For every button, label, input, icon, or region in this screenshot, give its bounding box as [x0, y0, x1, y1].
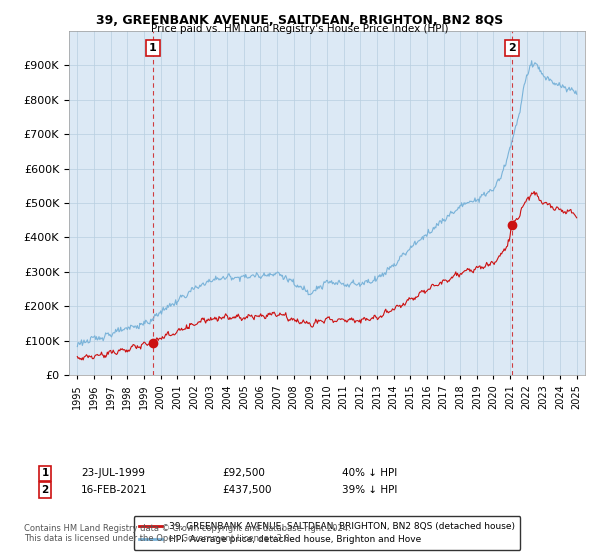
Text: Price paid vs. HM Land Registry's House Price Index (HPI): Price paid vs. HM Land Registry's House … — [151, 24, 449, 34]
Text: 16-FEB-2021: 16-FEB-2021 — [81, 485, 148, 495]
Text: 2: 2 — [508, 43, 516, 53]
Text: 1: 1 — [41, 468, 49, 478]
Text: Contains HM Land Registry data © Crown copyright and database right 2024.
This d: Contains HM Land Registry data © Crown c… — [24, 524, 350, 543]
Legend: 39, GREENBANK AVENUE, SALTDEAN, BRIGHTON, BN2 8QS (detached house), HPI: Average: 39, GREENBANK AVENUE, SALTDEAN, BRIGHTON… — [134, 516, 520, 550]
Text: 2: 2 — [41, 485, 49, 495]
Text: 40% ↓ HPI: 40% ↓ HPI — [342, 468, 397, 478]
Text: 1: 1 — [149, 43, 157, 53]
Text: 23-JUL-1999: 23-JUL-1999 — [81, 468, 145, 478]
Text: £437,500: £437,500 — [222, 485, 271, 495]
Text: 39% ↓ HPI: 39% ↓ HPI — [342, 485, 397, 495]
Text: 39, GREENBANK AVENUE, SALTDEAN, BRIGHTON, BN2 8QS: 39, GREENBANK AVENUE, SALTDEAN, BRIGHTON… — [97, 14, 503, 27]
Text: £92,500: £92,500 — [222, 468, 265, 478]
